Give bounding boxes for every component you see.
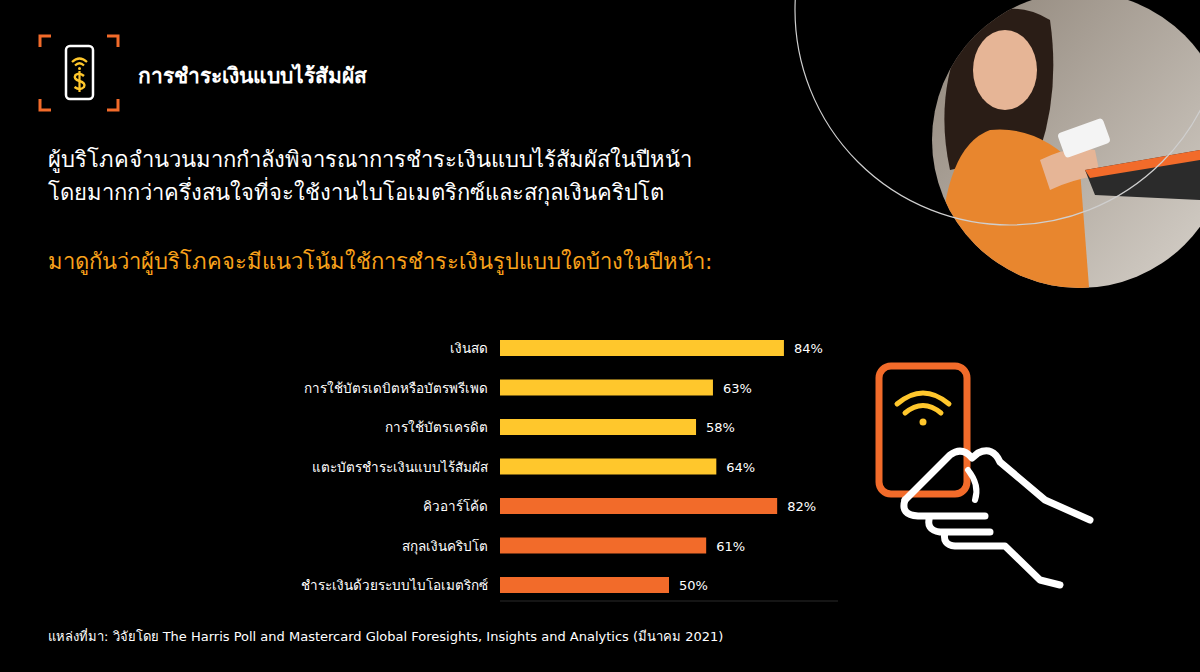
- hand: [968, 470, 976, 500]
- phone: [66, 46, 93, 99]
- wifi: [75, 63, 84, 65]
- hand: [904, 500, 1060, 585]
- headline: โดยมากกว่าครึ่งสนใจที่จะใช้งานไบโอเมตริก…: [48, 177, 664, 206]
- bar: [500, 380, 713, 396]
- category-label: แตะบัตรชำระเงินแบบไร้สัมผัส: [312, 459, 488, 475]
- data-label: 84%: [794, 341, 823, 356]
- wifi: [920, 419, 927, 426]
- bar: [500, 498, 777, 514]
- header-title: การชำระเงินแบบไร้สัมผัส: [138, 63, 367, 88]
- photo-bg: [920, 0, 1200, 300]
- hand: [905, 451, 1090, 520]
- bar: [500, 538, 706, 554]
- bar: [500, 340, 784, 356]
- bar: [500, 459, 716, 475]
- dollar: [78, 71, 80, 92]
- bars: [500, 340, 784, 593]
- category-label: การใช้บัตรเดบิตหรือบัตรพรีเพด: [304, 380, 488, 396]
- bar: [500, 577, 669, 593]
- terminal: [1085, 150, 1200, 200]
- wifi: [897, 393, 949, 404]
- category-label: คิวอาร์โค้ด: [423, 498, 488, 514]
- data-label: 63%: [723, 381, 752, 396]
- bracket: [40, 36, 51, 47]
- card: [879, 366, 967, 494]
- headline: ผู้บริโภคจำนวนมากกำลังพิจารณาการชำระเงิน…: [48, 147, 692, 173]
- bracket: [107, 36, 118, 47]
- category-label: ชำระเงินด้วยระบบไบโอเมตริกซ์: [301, 577, 488, 593]
- chart: เงินสด 84% การใช้บัตรเดบิตหรือบัตรพรีเพด 63…: [301, 340, 838, 601]
- face: [973, 30, 1037, 110]
- category-label: เงินสด: [450, 340, 488, 356]
- source: แหล่งที่มา: วิจัยโดย The Harris Poll and…: [48, 628, 723, 644]
- bracket: [40, 99, 51, 110]
- wifi: [72, 59, 87, 63]
- terminal-edge: [1085, 150, 1200, 178]
- x-axis-line: [500, 601, 838, 602]
- phone-in-hand: [1057, 118, 1111, 159]
- bracket: [107, 99, 118, 110]
- bar: [500, 419, 696, 435]
- page: การชำระเงินแบบไร้สัมผัสผู้บริโภคจำนวนมาก…: [0, 0, 1200, 672]
- photo: [920, 0, 1200, 300]
- data-label: 58%: [706, 420, 735, 435]
- background: [0, 0, 1200, 672]
- data-label: 50%: [679, 578, 708, 593]
- category-label: การใช้บัตรเครดิต: [385, 419, 488, 435]
- category-label: สกุลเงินคริปโต: [402, 538, 488, 555]
- data-label: 61%: [716, 539, 745, 554]
- contactless-icon: [879, 366, 1090, 585]
- chart-title: มาดูกันว่าผู้บริโภคจะมีแนวโน้มใช้การชำระ…: [48, 249, 712, 275]
- wifi: [905, 406, 941, 414]
- arc-line: [795, 0, 1200, 225]
- header-icon: [40, 36, 118, 110]
- data-label: 64%: [726, 460, 755, 475]
- wifi: [78, 67, 81, 70]
- data-label: 82%: [787, 499, 816, 514]
